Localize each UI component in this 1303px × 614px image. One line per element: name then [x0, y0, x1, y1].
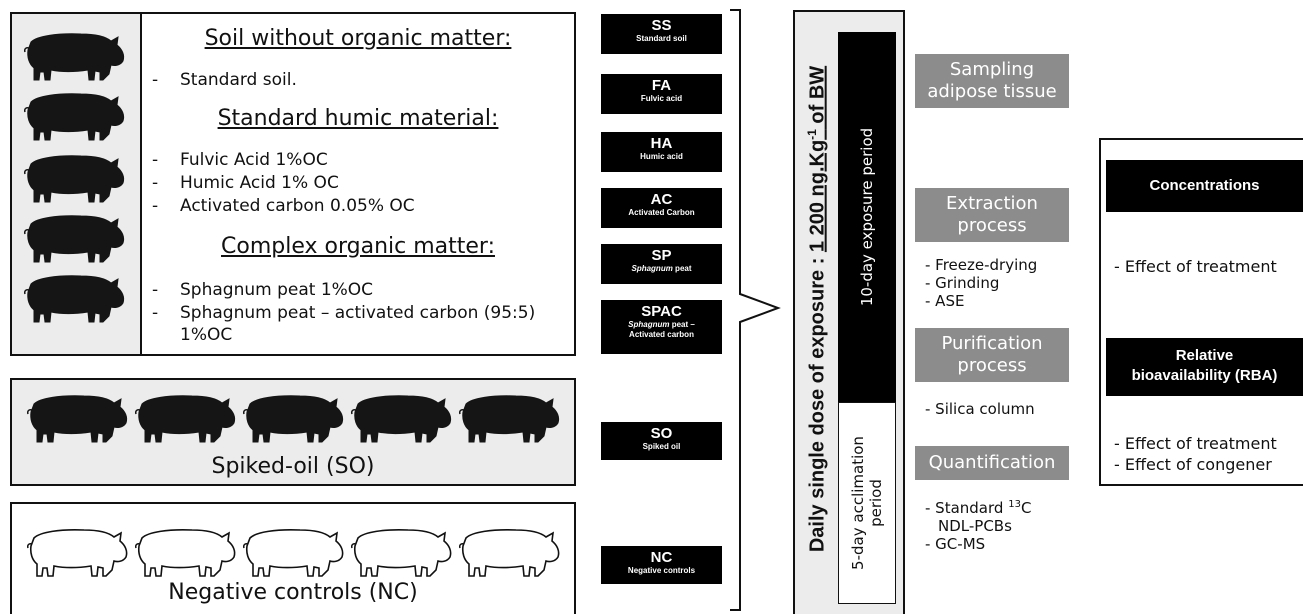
treatment-item: - Activated carbon 0.05% OC	[152, 196, 415, 216]
concentrations-header: Concentrations	[1106, 160, 1303, 212]
extraction-step: Extraction process	[915, 188, 1069, 242]
acclimation-period-box: 5-day acclimation period	[838, 402, 896, 604]
rba-effect-treatment: - Effect of treatment	[1114, 434, 1277, 453]
black-pig-icon	[26, 395, 128, 443]
rba-header: Relative bioavailability (RBA)	[1106, 338, 1303, 396]
treatment-item: - Humic Acid 1% OC	[152, 173, 339, 193]
extraction-step-list: - Freeze-drying - Grinding - ASE	[925, 256, 1038, 310]
exposure-period-label: 10-day exposure period	[858, 127, 876, 307]
code-label-ac: AC Activated Carbon	[601, 188, 722, 228]
daily-dose-label: Daily single dose of exposure : 1 200 ng…	[804, 65, 829, 553]
black-pig-icon	[242, 395, 344, 443]
treatment-pigs-column	[10, 12, 142, 356]
treatments-panel	[140, 12, 576, 356]
treatment-item-continued: 1%OC	[180, 325, 233, 345]
spiked-oil-panel: Spiked-oil (SO)	[10, 378, 576, 486]
treatment-item: - Sphagnum peat 1%OC	[152, 280, 374, 300]
code-label-spac: SPAC Sphagnum peat – Activated carbon	[601, 300, 722, 354]
treatment-item: - Standard soil.	[152, 70, 297, 90]
treatment-item: - Fulvic Acid 1%OC	[152, 150, 328, 170]
white-pig-icon	[26, 529, 128, 577]
grouping-brace	[730, 9, 781, 611]
negative-controls-label: Negative controls (NC)	[168, 580, 418, 605]
code-label-so: SO Spiked oil	[601, 422, 722, 460]
heading-complex-om: Complex organic matter:	[221, 234, 495, 259]
code-label-sp: SP Sphagnum peat	[601, 244, 722, 284]
exposure-period-bar: 10-day exposure period	[838, 32, 896, 402]
white-pig-icon	[242, 529, 344, 577]
heading-soil-without-om: Soil without organic matter:	[204, 26, 512, 51]
spiked-oil-label: Spiked-oil (SO)	[211, 454, 375, 479]
black-pig-icon	[23, 33, 125, 81]
code-label-ha: HA Humic acid	[601, 132, 722, 172]
quantification-step-list: - Standard 13C NDL-PCBs - GC-MS	[925, 499, 1032, 553]
white-pig-icon	[350, 529, 452, 577]
concentrations-effect: - Effect of treatment	[1114, 257, 1277, 276]
black-pig-icon	[134, 395, 236, 443]
results-panel	[1099, 138, 1303, 486]
black-pig-icon	[23, 93, 125, 141]
black-pig-icon	[23, 275, 125, 323]
black-pig-icon	[23, 215, 125, 263]
purification-step: Purification process	[915, 328, 1069, 382]
white-pig-icon	[458, 529, 560, 577]
white-pig-icon	[134, 529, 236, 577]
code-label-nc: NC Negative controls	[601, 546, 722, 584]
black-pig-icon	[458, 395, 560, 443]
sampling-step: Sampling adipose tissue	[915, 54, 1069, 108]
treatment-item: - Sphagnum peat – activated carbon (95:5)	[152, 303, 536, 323]
code-label-ss: SS Standard soil	[601, 14, 722, 54]
negative-controls-panel: Negative controls (NC)	[10, 502, 576, 614]
rba-effect-congener: - Effect of congener	[1114, 455, 1272, 474]
code-label-fa: FA Fulvic acid	[601, 74, 722, 114]
black-pig-icon	[23, 155, 125, 203]
purification-step-list: - Silica column	[925, 400, 1035, 418]
black-pig-icon	[350, 395, 452, 443]
acclimation-period-label: 5-day acclimation period	[849, 436, 885, 570]
quantification-step: Quantification	[915, 446, 1069, 480]
heading-standard-humic: Standard humic material:	[217, 106, 499, 131]
